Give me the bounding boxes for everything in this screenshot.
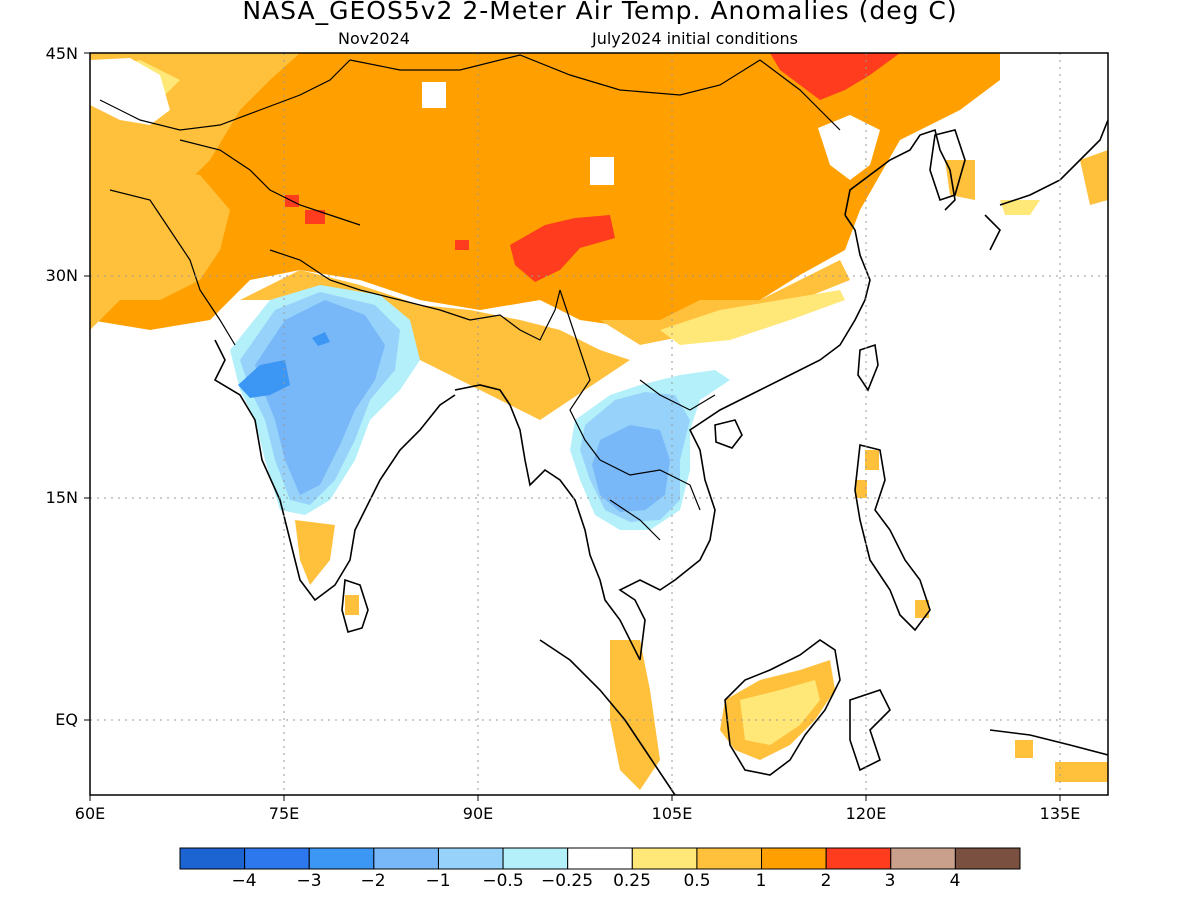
colorbar-box <box>825 847 892 870</box>
coastline-bay-of-bengal <box>454 384 641 661</box>
coastlines <box>213 119 1108 795</box>
lon-label-120e: 120E <box>845 804 887 823</box>
colorbar-box <box>244 847 310 870</box>
anomaly-region-light-orange <box>120 170 230 300</box>
lon-label-105e: 105E <box>651 804 693 823</box>
axis-ticks <box>84 52 1061 801</box>
anomaly-region-light-orange <box>1055 762 1108 782</box>
anomaly-region-yellow <box>660 290 845 345</box>
colorbar-box <box>308 847 375 870</box>
colorbar-box <box>890 847 956 870</box>
neutral-patch <box>818 115 880 180</box>
colorbar-label: −0.25 <box>540 871 594 891</box>
border-line <box>559 289 601 461</box>
coastline-sumatra <box>539 639 676 795</box>
border-line <box>469 289 561 341</box>
lat-label-45n: 45N <box>45 44 78 63</box>
colorbar-label: 0.25 <box>613 871 651 891</box>
colorbar-box <box>502 847 569 870</box>
colorbar-box <box>567 847 633 870</box>
anomaly-region-sky-blue <box>255 300 385 495</box>
border-line <box>269 249 471 321</box>
anomaly-region-blue <box>238 360 290 398</box>
colorbar-label: 4 <box>949 871 961 891</box>
colorbar-box <box>631 847 698 870</box>
neutral-patch <box>590 157 614 185</box>
colorbar-label: 3 <box>884 871 896 891</box>
colorbar-label: 1 <box>755 871 767 891</box>
anomaly-region-sky-blue <box>592 425 670 512</box>
map-title: NASA_GEOS5v2 2-Meter Air Temp. Anomalies… <box>242 0 958 25</box>
colorbar-box <box>696 847 763 870</box>
anomaly-region-yellow <box>1000 200 1040 215</box>
anomaly-region-light-orange <box>915 600 929 618</box>
colorbar-label: −0.5 <box>482 871 524 891</box>
coastline-sulawesi <box>849 689 891 772</box>
border-line <box>99 59 351 131</box>
colorbar-box <box>437 847 504 870</box>
coastline-philippines <box>854 444 931 632</box>
anomaly-region-red <box>510 215 615 282</box>
anomaly-region-yellow <box>740 680 820 745</box>
border-line <box>349 54 761 96</box>
colorbar-box <box>179 847 246 870</box>
map-field <box>90 53 1108 795</box>
coastline-new-guinea <box>989 729 1108 756</box>
anomaly-region-light-orange <box>855 480 867 498</box>
colorbar-label: −2 <box>360 871 386 891</box>
coastline-indochina <box>618 214 871 661</box>
coastline-korea <box>929 129 966 202</box>
colorbar-box <box>761 847 827 870</box>
borders <box>99 54 841 541</box>
map-frame <box>89 52 1109 796</box>
forecast-month: Nov2024 <box>338 29 410 48</box>
colorbar-label: −4 <box>231 871 257 891</box>
lat-label-30n: 30N <box>45 266 78 285</box>
lat-label-15n: 15N <box>45 488 78 507</box>
anomaly-region-orange <box>90 53 1000 330</box>
colorbar-label: −1 <box>425 871 451 891</box>
coastline-hainan <box>714 419 743 449</box>
anomaly-region-light-orange <box>1015 740 1033 758</box>
anomaly-region-light-orange <box>1080 150 1108 205</box>
coastline-india <box>213 339 456 602</box>
border-line <box>639 379 716 411</box>
colorbar-box <box>373 847 439 870</box>
anomaly-region-light-orange <box>295 520 335 585</box>
lon-label-135e: 135E <box>1039 804 1081 823</box>
coastline-sri-lanka <box>341 578 369 633</box>
border-line <box>179 139 361 226</box>
anomaly-region-light-orange <box>240 270 630 420</box>
gridlines <box>90 53 1108 795</box>
anomaly-region-red <box>305 210 325 224</box>
anomaly-region-red <box>770 53 900 100</box>
anomaly-region-red <box>455 240 469 250</box>
neutral-patch <box>422 82 446 108</box>
coastline-japan-south <box>984 214 1001 251</box>
colorbar-label: −3 <box>296 871 322 891</box>
colorbar-label: 0.5 <box>683 871 711 891</box>
coastline-borneo <box>724 639 841 776</box>
coastline-taiwan <box>857 343 879 392</box>
border-line <box>609 499 661 541</box>
border-line <box>759 59 841 131</box>
anomaly-region-blue <box>312 332 330 346</box>
colorbar <box>179 847 1021 870</box>
lon-label-60e: 60E <box>74 804 106 823</box>
coastline-japan <box>999 119 1108 206</box>
lat-label-eq: EQ <box>55 710 78 729</box>
lon-label-75e: 75E <box>268 804 300 823</box>
border-line <box>599 459 701 511</box>
colorbar-label: 2 <box>820 871 832 891</box>
anomaly-region-light-orange <box>600 260 850 345</box>
anomaly-region-light-orange <box>865 450 879 470</box>
anomaly-region-light-orange <box>345 595 359 615</box>
neutral-patch <box>90 58 170 125</box>
coastline-china-north <box>844 128 956 216</box>
border-line <box>109 189 236 346</box>
lon-label-90e: 90E <box>462 804 494 823</box>
initial-conditions: July2024 initial conditions <box>592 29 798 48</box>
colorbar-box <box>954 847 1021 870</box>
